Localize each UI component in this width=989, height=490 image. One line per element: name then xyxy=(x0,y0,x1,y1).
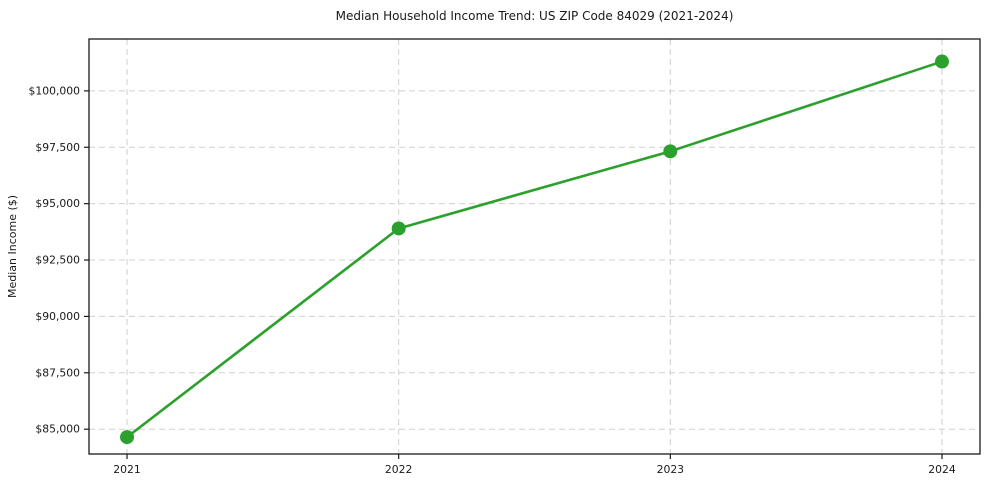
x-tick-label: 2024 xyxy=(928,463,956,476)
y-tick-label: $87,500 xyxy=(35,366,80,379)
y-tick-label: $90,000 xyxy=(35,310,80,323)
plot-frame xyxy=(88,38,981,455)
y-tick-label: $95,000 xyxy=(35,197,80,210)
x-tick-label: 2023 xyxy=(657,463,684,476)
y-axis-title: Median Income ($) xyxy=(6,194,19,299)
chart-title: Median Household Income Trend: US ZIP Co… xyxy=(335,9,734,23)
trend-line xyxy=(125,60,944,439)
data-point-2024 xyxy=(934,54,949,69)
y-tick-label: $85,000 xyxy=(35,423,80,436)
data-point-2022 xyxy=(391,221,406,236)
data-point-2021 xyxy=(120,430,135,445)
y-tick-label: $97,500 xyxy=(35,141,80,154)
x-tick-label: 2022 xyxy=(385,463,412,476)
x-tick-label: 2021 xyxy=(113,463,140,476)
y-tick-label: $92,500 xyxy=(35,254,80,267)
y-tick-label: $100,000 xyxy=(28,84,80,97)
data-point-2023 xyxy=(663,144,678,159)
